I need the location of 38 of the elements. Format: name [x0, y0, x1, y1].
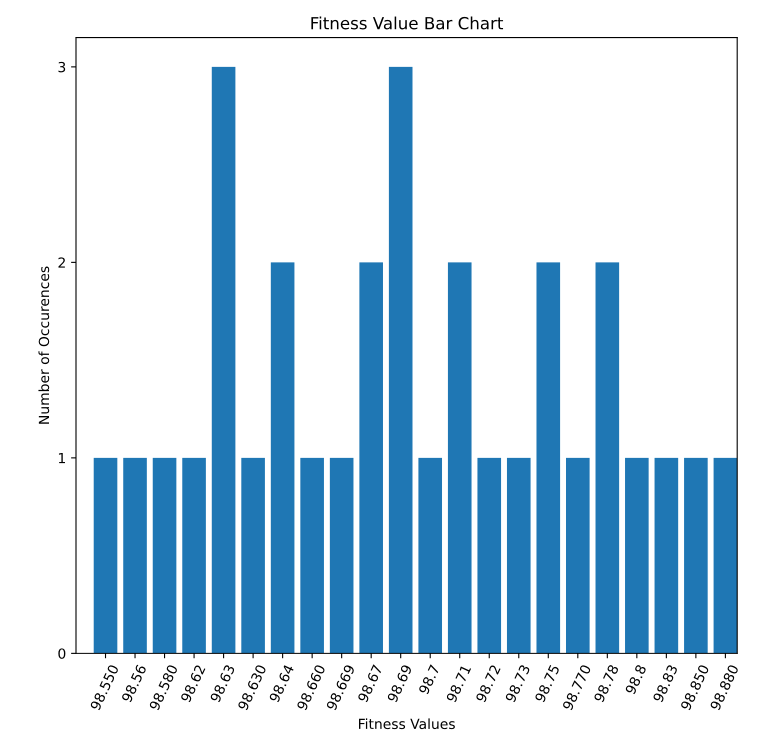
x-tick-label: 98.67	[357, 664, 383, 703]
bar	[94, 458, 118, 654]
bar	[212, 66, 236, 654]
y-tick-label: 2	[58, 257, 65, 268]
bar	[330, 458, 354, 654]
x-tick-label: 98.7	[418, 664, 440, 695]
bar	[448, 262, 472, 654]
bar	[654, 458, 678, 654]
bar	[241, 458, 265, 654]
bar	[566, 458, 590, 654]
bar	[182, 458, 206, 654]
bar	[684, 458, 708, 654]
x-tick-label: 98.83	[652, 664, 678, 703]
y-axis-title: Number of Occurences	[38, 266, 50, 424]
x-tick-label: 98.63	[210, 664, 236, 703]
y-tick-label: 1	[58, 453, 65, 464]
bar	[714, 458, 738, 654]
x-axis-title: Fitness Values	[359, 718, 455, 730]
bar	[536, 262, 560, 654]
bar	[388, 66, 413, 654]
chart-title: Fitness Value Bar Chart	[311, 16, 504, 30]
y-tick-label: 0	[58, 648, 66, 659]
bar	[270, 262, 294, 654]
bar	[418, 458, 442, 654]
bar	[152, 458, 176, 654]
y-tick-label: 3	[58, 62, 66, 72]
bar	[625, 458, 649, 654]
x-tick-label: 98.73	[504, 664, 530, 703]
x-tick-label: 98.8	[624, 664, 647, 695]
x-tick-label: 98.69	[386, 664, 412, 703]
bar	[300, 458, 324, 654]
x-tick-label: 98.75	[534, 664, 560, 703]
bar	[477, 458, 502, 654]
bar	[506, 458, 531, 654]
x-tick-label: 98.78	[593, 664, 619, 703]
bar	[596, 262, 620, 654]
bar	[123, 458, 147, 654]
bar	[359, 262, 383, 654]
